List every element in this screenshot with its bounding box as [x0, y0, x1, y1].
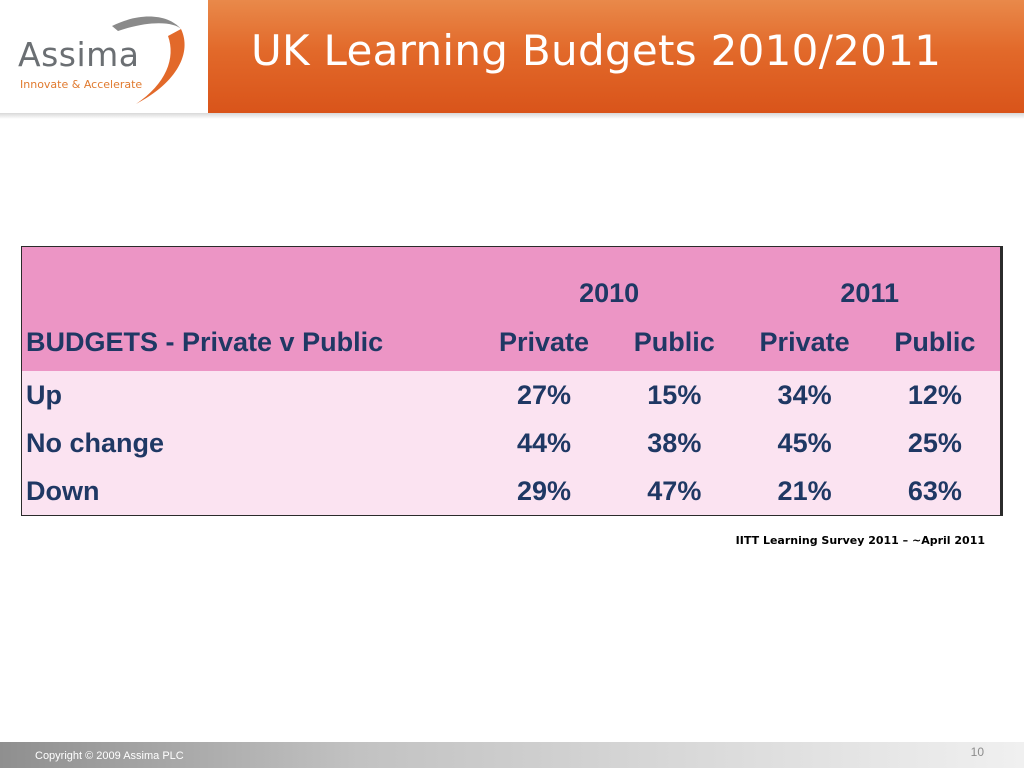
budgets-table: 2010 2011 BUDGETS - Private v Public Pri…	[21, 246, 1003, 516]
page-number: 10	[970, 745, 984, 759]
table-row: Up 27% 15% 34% 12%	[21, 371, 1002, 419]
table-cell: 38%	[647, 427, 702, 458]
header-divider	[0, 113, 1024, 119]
logo-tagline: Innovate & Accelerate	[20, 78, 143, 91]
logo-wordmark: Assima	[18, 35, 140, 74]
copyright-text: Copyright © 2009 Assima PLC	[35, 750, 184, 762]
year-header-2011: 2011	[840, 278, 899, 308]
table-cell: 27%	[517, 379, 572, 410]
page-title: UK Learning Budgets 2010/2011	[251, 26, 942, 75]
table-cell: 21%	[777, 475, 832, 506]
row-label: No change	[26, 427, 165, 458]
column-header-2010-private: Private	[499, 326, 590, 357]
logo: Assima Innovate & Accelerate	[0, 0, 208, 113]
table-cell: 29%	[517, 475, 572, 506]
row-label: Down	[26, 475, 100, 506]
table-row: No change 44% 38% 45% 25%	[21, 419, 1002, 467]
column-header-2011-private: Private	[759, 326, 850, 357]
column-header-row: BUDGETS - Private v Public Private Publi…	[21, 313, 1002, 371]
table-cell: 25%	[907, 427, 962, 458]
table-cell: 12%	[907, 379, 962, 410]
label-column-header: BUDGETS - Private v Public	[26, 326, 384, 357]
table-row: Down 29% 47% 21% 63%	[21, 467, 1002, 516]
table-cell: 15%	[647, 379, 702, 410]
table-cell: 45%	[777, 427, 832, 458]
title-bar: UK Learning Budgets 2010/2011	[208, 0, 1024, 113]
table-cell: 34%	[777, 379, 832, 410]
year-header-row: 2010 2011	[21, 246, 1002, 314]
year-header-2010: 2010	[579, 278, 640, 308]
table-cell: 47%	[647, 475, 702, 506]
table-cell: 44%	[517, 427, 572, 458]
footer-bar: Copyright © 2009 Assima PLC	[0, 742, 1024, 768]
header-spacer	[22, 247, 479, 314]
column-header-2010-public: Public	[633, 326, 715, 357]
table-cell: 63%	[907, 475, 962, 506]
column-header-2011-public: Public	[894, 326, 976, 357]
source-citation: IITT Learning Survey 2011 – ~April 2011	[735, 534, 985, 547]
row-label: Up	[26, 379, 62, 410]
logo-swoosh-icon	[112, 16, 185, 104]
